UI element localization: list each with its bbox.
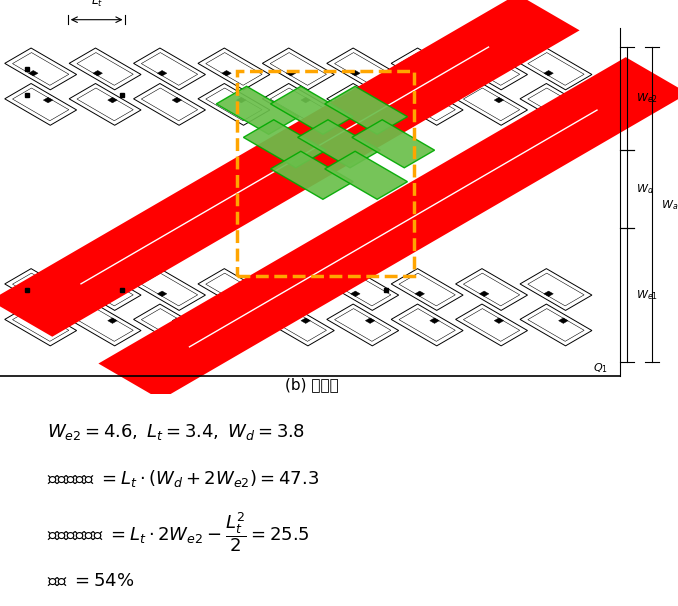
- Text: $W_{e1}$: $W_{e1}$: [636, 288, 658, 302]
- Polygon shape: [157, 70, 167, 76]
- Polygon shape: [494, 98, 504, 103]
- Text: $Q_1$: $Q_1$: [593, 361, 608, 375]
- Polygon shape: [430, 98, 439, 103]
- Polygon shape: [216, 86, 299, 135]
- Polygon shape: [271, 86, 353, 135]
- Polygon shape: [108, 98, 117, 103]
- Text: (b) 斜列式: (b) 斜列式: [285, 377, 339, 392]
- Polygon shape: [93, 291, 102, 296]
- Polygon shape: [430, 318, 439, 324]
- Polygon shape: [415, 291, 424, 296]
- Polygon shape: [494, 318, 504, 324]
- Polygon shape: [365, 98, 375, 103]
- Polygon shape: [301, 318, 311, 324]
- Text: $L_t$: $L_t$: [91, 0, 102, 8]
- Text: 比值 $= 54\%$: 比值 $= 54\%$: [47, 571, 135, 590]
- Polygon shape: [351, 291, 360, 296]
- Polygon shape: [286, 291, 296, 296]
- Polygon shape: [222, 70, 231, 76]
- Polygon shape: [28, 70, 38, 76]
- Polygon shape: [237, 318, 246, 324]
- Polygon shape: [415, 70, 424, 76]
- Polygon shape: [286, 70, 296, 76]
- Polygon shape: [43, 318, 53, 324]
- Text: 橙色框面积 $= L_t \cdot (W_d + 2W_{e2}) = 47.3$: 橙色框面积 $= L_t \cdot (W_d + 2W_{e2}) = 47.…: [47, 468, 319, 489]
- Polygon shape: [544, 291, 553, 296]
- Polygon shape: [28, 291, 38, 296]
- Polygon shape: [172, 318, 182, 324]
- Polygon shape: [172, 98, 182, 103]
- Polygon shape: [325, 86, 407, 135]
- Text: $W_a$: $W_a$: [661, 198, 678, 211]
- Polygon shape: [544, 70, 553, 76]
- Polygon shape: [157, 291, 167, 296]
- Text: $W_{e2}$: $W_{e2}$: [636, 92, 658, 105]
- Text: $W_{e2}$$ = 4.6,$ $L_t$$ = 3.4,$ $W_d$$ = 3.8$: $W_{e2}$$ = 4.6,$ $L_t$$ = 3.4,$ $W_d$$ …: [47, 422, 306, 442]
- Polygon shape: [325, 152, 407, 199]
- Polygon shape: [243, 120, 326, 168]
- Text: 框内绿色面积 $= L_t \cdot 2W_{e2} - \dfrac{L_t^2}{2} = 25.5$: 框内绿色面积 $= L_t \cdot 2W_{e2} - \dfrac{L_t…: [47, 510, 310, 554]
- Polygon shape: [559, 318, 568, 324]
- Polygon shape: [93, 70, 102, 76]
- Polygon shape: [301, 98, 311, 103]
- Polygon shape: [298, 120, 380, 168]
- Polygon shape: [98, 57, 678, 400]
- Bar: [237, 71, 414, 276]
- Polygon shape: [237, 98, 246, 103]
- Polygon shape: [365, 318, 375, 324]
- Polygon shape: [108, 318, 117, 324]
- Polygon shape: [0, 0, 580, 337]
- Polygon shape: [559, 98, 568, 103]
- Polygon shape: [271, 152, 353, 199]
- Polygon shape: [43, 98, 53, 103]
- Polygon shape: [479, 291, 489, 296]
- Text: $W_d$: $W_d$: [636, 182, 654, 196]
- Polygon shape: [222, 291, 231, 296]
- Polygon shape: [351, 70, 360, 76]
- Polygon shape: [352, 120, 435, 168]
- Polygon shape: [479, 70, 489, 76]
